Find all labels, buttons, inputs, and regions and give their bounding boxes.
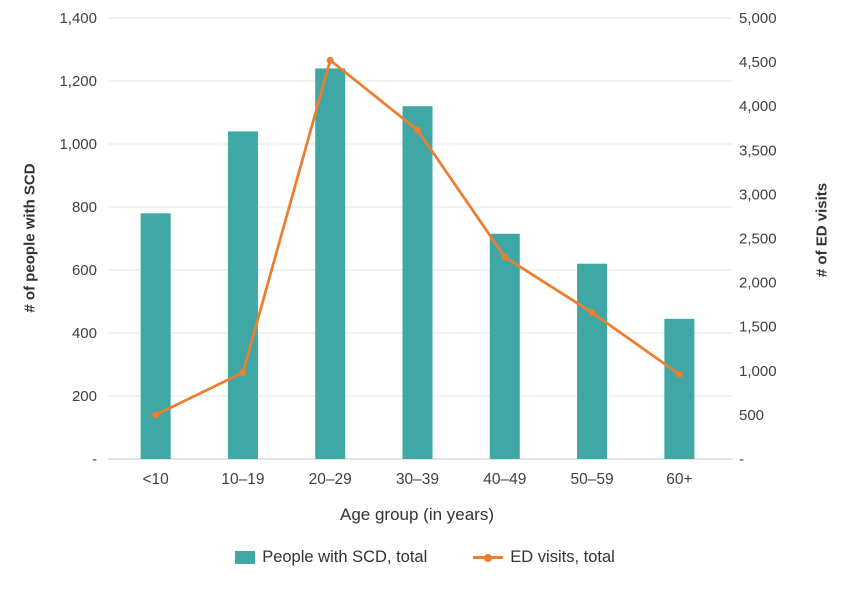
left-axis-tick-label: 1,000 [59, 136, 97, 153]
x-axis-category-label: 40–49 [483, 471, 526, 488]
right-axis-tick-label: 1,500 [739, 319, 777, 336]
right-axis-tick-label: 500 [739, 407, 764, 424]
right-axis-tick-label: 3,000 [739, 186, 777, 203]
right-axis-title: # of ED visits [813, 182, 831, 278]
bar [140, 213, 171, 459]
line-swatch-icon [473, 551, 504, 564]
bar [227, 131, 258, 459]
right-axis-tick-label: 2,000 [739, 275, 777, 292]
left-axis-tick-label: 1,400 [59, 10, 97, 27]
bar [315, 68, 346, 460]
right-axis-tick-label: 3,500 [739, 142, 777, 159]
x-axis-category-label: 10–19 [221, 471, 264, 488]
left-axis-tick-label: 1,200 [59, 73, 97, 90]
right-axis-tick-label: 2,500 [739, 231, 777, 248]
right-axis-tick-label: 4,500 [739, 54, 777, 71]
left-axis-tick-label: 200 [72, 388, 97, 405]
right-axis-tick-label: 4,000 [739, 98, 777, 115]
legend: People with SCD, total ED visits, total [0, 548, 850, 567]
x-axis-category-label: 20–29 [309, 471, 352, 488]
line-marker [239, 369, 247, 377]
left-axis-tick-label: 600 [72, 262, 97, 279]
right-axis-tick-label: 5,000 [739, 10, 777, 27]
x-axis-category-label: 60+ [666, 471, 692, 488]
legend-label: People with SCD, total [262, 548, 428, 566]
line-marker [326, 56, 334, 64]
left-axis-tick-label: 800 [72, 199, 97, 216]
bar [402, 106, 433, 459]
legend-item-people-with-scd[interactable]: People with SCD, total [235, 548, 427, 567]
line-marker [588, 309, 596, 317]
x-axis-title: Age group (in years) [339, 505, 495, 524]
bar-swatch-icon [235, 551, 256, 564]
left-axis-title: # of people with SCD [21, 163, 39, 313]
line-marker [675, 370, 683, 378]
x-axis-category-label: 30–39 [396, 471, 439, 488]
x-axis-category-label: 50–59 [571, 471, 614, 488]
legend-label: ED visits, total [510, 548, 615, 566]
left-axis-tick-label: - [92, 451, 97, 468]
bar [664, 318, 695, 459]
bar [577, 263, 608, 459]
right-axis-tick-label: 1,000 [739, 363, 777, 380]
line-marker [501, 253, 509, 261]
right-axis-tick-label: - [739, 451, 744, 468]
x-axis-category-label: <10 [142, 471, 169, 488]
line-marker [414, 126, 421, 134]
left-axis-tick-label: 400 [72, 325, 97, 342]
bar [489, 233, 520, 459]
line-marker [152, 411, 160, 419]
legend-item-ed-visits[interactable]: ED visits, total [473, 548, 615, 567]
